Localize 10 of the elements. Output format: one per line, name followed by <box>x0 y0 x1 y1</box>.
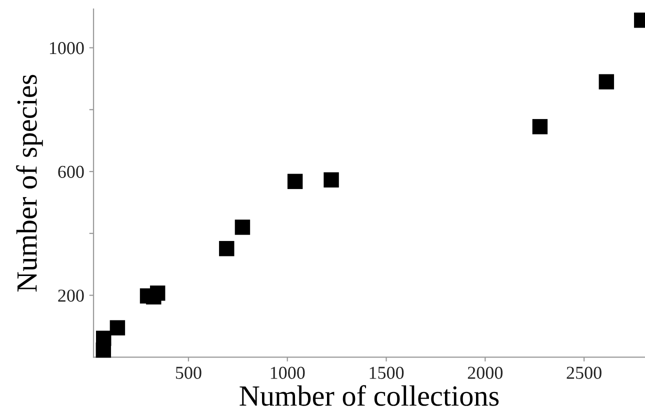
x-tick-label: 2000 <box>468 366 503 379</box>
x-tick-label: 500 <box>176 366 202 379</box>
x-axis-title: Number of collections <box>240 385 499 406</box>
y-tick-label: 1000 <box>50 42 84 54</box>
x-tick-label: 1500 <box>370 366 404 379</box>
x-tick-label: 1000 <box>270 366 305 379</box>
y-tick-label: 600 <box>58 166 84 178</box>
y-axis-title: Number of species <box>16 74 43 292</box>
x-tick-label: 2500 <box>566 366 602 379</box>
y-tick-label: 200 <box>58 290 84 302</box>
